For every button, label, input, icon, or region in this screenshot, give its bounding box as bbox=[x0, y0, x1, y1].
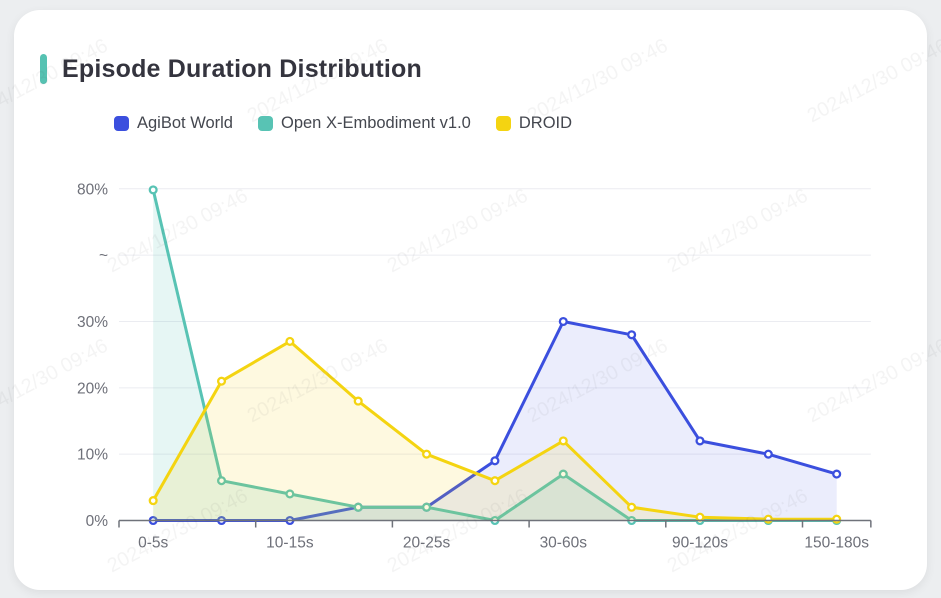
point-open-x-embodiment-v1-0-20-25s[interactable] bbox=[422, 502, 432, 512]
legend-label-droid: DROID bbox=[518, 114, 573, 132]
x-axis-label: 30-60s bbox=[540, 535, 588, 552]
point-droid-90-120s[interactable] bbox=[695, 512, 705, 522]
y-axis-label: 10% bbox=[77, 447, 108, 464]
point-open-x-embodiment-v1-0-30-60s[interactable] bbox=[558, 469, 568, 479]
legend-item-open-x-embodiment[interactable]: Open X-Embodiment v1.0 bbox=[258, 114, 471, 133]
x-axis-label: 150-180s bbox=[804, 535, 869, 552]
point-agibot-world-150-180s[interactable] bbox=[832, 469, 842, 479]
legend-item-droid[interactable]: DROID bbox=[495, 114, 573, 133]
point-agibot-world-60-90s[interactable] bbox=[627, 330, 637, 340]
y-axis-label: 20% bbox=[77, 380, 108, 397]
legend-label-agibot-world: AgiBot World bbox=[137, 114, 233, 132]
x-axis-label: 0-5s bbox=[138, 535, 168, 552]
series-area-open-x-embodiment-v1-0 bbox=[153, 189, 837, 521]
y-axis-label: 0% bbox=[86, 513, 109, 530]
point-droid-30-60s[interactable] bbox=[558, 436, 568, 446]
x-axis-label: 20-25s bbox=[403, 535, 451, 552]
series-area-agibot-world bbox=[153, 321, 837, 521]
point-droid-120-150s[interactable] bbox=[763, 514, 773, 524]
title-accent-bar bbox=[40, 54, 47, 84]
series-area-droid bbox=[153, 341, 837, 521]
y-axis-label: ~ bbox=[99, 248, 108, 265]
legend-label-open-x-embodiment: Open X-Embodiment v1.0 bbox=[281, 114, 471, 132]
point-open-x-embodiment-v1-0-5-10s[interactable] bbox=[216, 476, 227, 486]
chart-card: Episode Duration Distribution AgiBot Wor… bbox=[14, 10, 927, 590]
point-open-x-embodiment-v1-0-15-20s[interactable] bbox=[353, 502, 363, 512]
point-droid-10-15s[interactable] bbox=[285, 336, 295, 346]
point-droid-15-20s[interactable] bbox=[353, 396, 363, 406]
point-agibot-world-90-120s[interactable] bbox=[695, 436, 705, 446]
point-droid-0-5s[interactable] bbox=[148, 496, 158, 506]
y-axis-label: 80% bbox=[77, 181, 108, 198]
y-axis-label: 30% bbox=[77, 314, 108, 331]
legend-item-agibot-world[interactable]: AgiBot World bbox=[114, 114, 233, 133]
point-open-x-embodiment-v1-0-0-5s[interactable] bbox=[148, 185, 158, 195]
point-open-x-embodiment-v1-0-10-15s[interactable] bbox=[285, 489, 295, 499]
x-axis-label: 90-120s bbox=[672, 535, 728, 552]
page-title: Episode Duration Distribution bbox=[62, 54, 422, 83]
point-droid-150-180s[interactable] bbox=[832, 514, 842, 524]
legend-swatch-droid-icon bbox=[495, 116, 511, 131]
legend-swatch-agibot-world-icon bbox=[114, 116, 129, 131]
chart-legend: AgiBot World Open X-Embodiment v1.0 DROI… bbox=[114, 114, 572, 133]
point-agibot-world-30-60s[interactable] bbox=[558, 316, 568, 327]
card-header: Episode Duration Distribution bbox=[40, 54, 422, 84]
point-agibot-world-25-30s[interactable] bbox=[490, 456, 500, 466]
legend-swatch-open-x-embodiment-icon bbox=[258, 116, 273, 131]
point-droid-5-10s[interactable] bbox=[216, 376, 227, 386]
point-droid-20-25s[interactable] bbox=[422, 449, 432, 459]
point-droid-60-90s[interactable] bbox=[627, 502, 637, 512]
point-droid-25-30s[interactable] bbox=[490, 476, 500, 486]
point-agibot-world-120-150s[interactable] bbox=[763, 449, 773, 459]
x-axis-label: 10-15s bbox=[266, 535, 314, 552]
